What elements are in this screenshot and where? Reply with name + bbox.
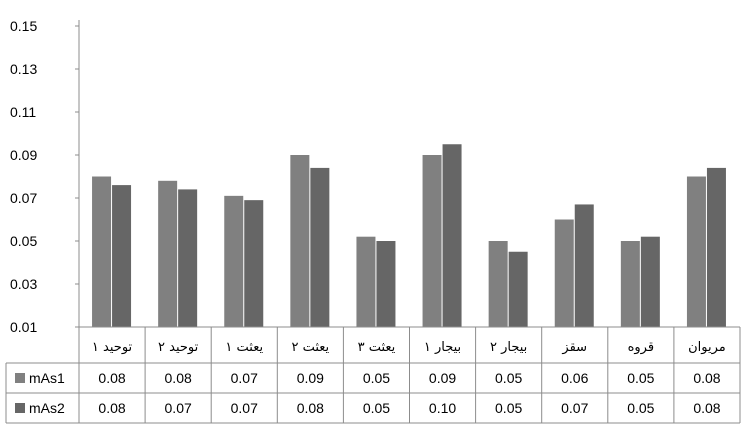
bar-mas2-5 xyxy=(376,241,396,327)
bars xyxy=(92,144,726,327)
category-label: یعثت ۲ xyxy=(291,340,329,355)
legend-label-mas1: mAs1 xyxy=(29,370,65,386)
y-tick-label: 0.11 xyxy=(10,104,36,120)
category-label: قروه xyxy=(628,340,654,355)
data-label-mas2: 0.07 xyxy=(561,400,588,416)
bar-mas2-4 xyxy=(310,167,330,327)
category-label: یعثت ۱ xyxy=(225,340,263,355)
data-label-mas2: 0.08 xyxy=(98,400,125,416)
data-label-mas1: 0.05 xyxy=(627,370,654,386)
bar-mas1-6 xyxy=(422,155,442,327)
data-label-mas2: 0.05 xyxy=(627,400,654,416)
category-label: بیجار ۲ xyxy=(490,340,527,355)
category-label: سقز xyxy=(561,340,587,355)
bar-mas2-9 xyxy=(640,236,660,327)
bar-mas1-5 xyxy=(356,236,376,327)
data-label-mas1: 0.05 xyxy=(495,370,522,386)
bar-mas2-3 xyxy=(244,200,264,327)
category-label: توحید ۱ xyxy=(92,340,133,355)
data-label-mas1: 0.08 xyxy=(98,370,125,386)
bar-mas1-9 xyxy=(620,241,640,327)
data-label-mas1: 0.09 xyxy=(429,370,456,386)
y-tick-label: 0.03 xyxy=(10,276,37,292)
data-label-mas2: 0.08 xyxy=(297,400,324,416)
y-tick-label: 0.15 xyxy=(10,18,37,34)
data-label-mas2: 0.07 xyxy=(165,400,192,416)
data-table: توحید ۱ توحید ۲ یعثت ۱ یعثت ۲ یعثت ۳ بیجار ۱ ب… xyxy=(5,326,741,424)
category-label: مریوان xyxy=(688,340,726,355)
data-label-mas1: 0.06 xyxy=(561,370,588,386)
data-label-mas2: 0.05 xyxy=(363,400,390,416)
bar-mas2-7 xyxy=(508,251,528,327)
legend-label-mas2: mAs2 xyxy=(29,400,65,416)
bar-mas1-7 xyxy=(488,241,508,327)
data-label-mas2: 0.10 xyxy=(429,400,456,416)
category-label: یعثت ۳ xyxy=(358,340,396,355)
legend-swatch-mas1 xyxy=(15,373,25,383)
bar-mas2-1 xyxy=(112,185,132,327)
bar-mas1-4 xyxy=(290,155,310,327)
data-label-mas1: 0.05 xyxy=(363,370,390,386)
y-tick-label: 0.01 xyxy=(10,319,37,335)
y-tick-label: 0.05 xyxy=(10,233,37,249)
data-label-mas1: 0.07 xyxy=(231,370,258,386)
data-label-mas2: 0.05 xyxy=(495,400,522,416)
category-label: توحید ۲ xyxy=(158,340,199,355)
legend-swatch-mas2 xyxy=(15,403,25,413)
bar-mas1-1 xyxy=(92,176,112,327)
y-tick-label: 0.07 xyxy=(10,190,37,206)
data-label-mas2: 0.08 xyxy=(693,400,720,416)
category-label: بیجار ۱ xyxy=(424,340,461,355)
bar-mas2-8 xyxy=(574,204,594,327)
data-label-mas1: 0.09 xyxy=(297,370,324,386)
y-tick-label: 0.13 xyxy=(10,61,37,77)
bar-mas2-10 xyxy=(706,167,726,327)
bar-mas2-6 xyxy=(442,144,462,327)
data-label-mas2: 0.07 xyxy=(231,400,258,416)
data-label-mas1: 0.08 xyxy=(165,370,192,386)
y-tick-label: 0.09 xyxy=(10,147,37,163)
bar-mas1-10 xyxy=(686,176,706,327)
bar-mas1-3 xyxy=(224,195,244,327)
data-label-mas1: 0.08 xyxy=(693,370,720,386)
bar-mas2-2 xyxy=(178,189,198,327)
y-axis: 0.15 0.13 0.11 0.09 0.07 0.05 0.03 0.01 xyxy=(10,18,80,423)
bar-mas1-8 xyxy=(554,219,574,327)
bar-mas1-2 xyxy=(158,180,178,327)
